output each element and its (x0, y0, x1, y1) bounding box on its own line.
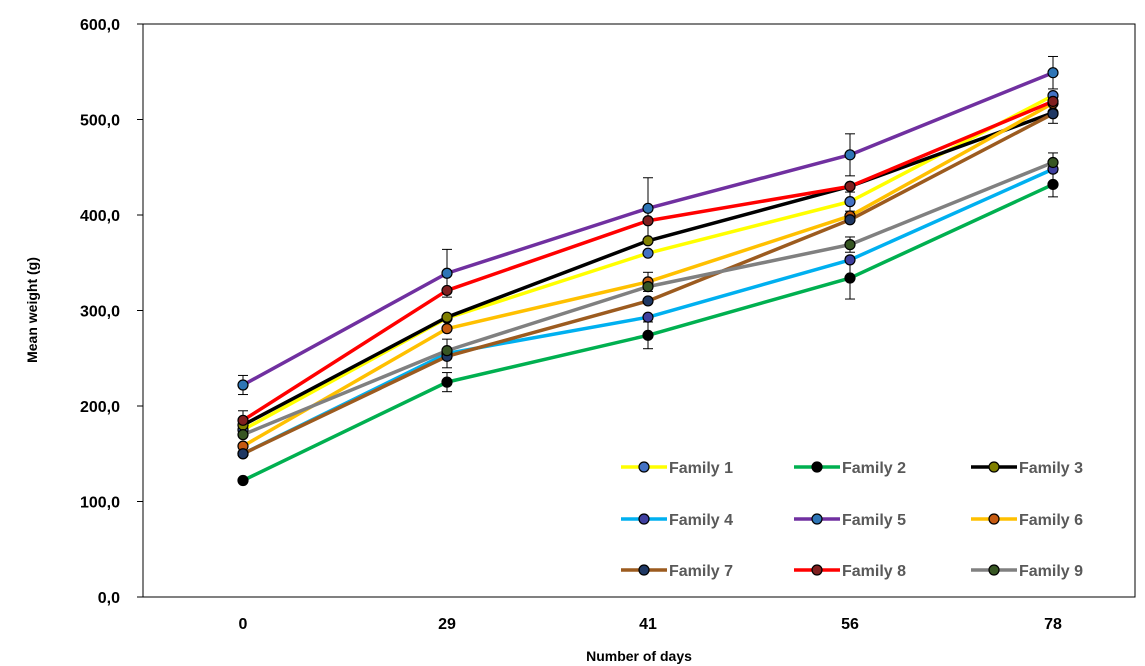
legend-label: Family 3 (1019, 460, 1083, 477)
legend: Family 1 Family 2 Family 3 Family 4 Family 5… (621, 460, 1083, 580)
data-point (441, 376, 453, 388)
data-point (441, 267, 453, 279)
x-tick-label: 41 (639, 616, 657, 633)
data-point (1047, 67, 1059, 79)
data-point (642, 311, 654, 323)
legend-label: Family 8 (842, 563, 906, 580)
legend-label: Family 1 (669, 460, 733, 477)
data-point (237, 474, 249, 487)
data-point (237, 429, 249, 441)
legend-label: Family 9 (1019, 563, 1083, 580)
legend-swatch-marker (638, 564, 650, 576)
data-point (237, 379, 249, 391)
y-axis-title: Mean weight (g) (24, 257, 40, 363)
series-line (242, 99, 1054, 422)
legend-swatch-marker (638, 513, 650, 525)
data-point (844, 239, 856, 251)
legend-swatch-marker (811, 513, 823, 525)
data-point (1047, 156, 1059, 169)
y-tick-label: 300,0 (80, 304, 120, 321)
data-point (237, 448, 249, 460)
data-point (441, 323, 453, 335)
legend-label: Family 2 (842, 460, 906, 477)
data-point (1047, 178, 1059, 191)
legend-swatch-marker (811, 461, 823, 473)
legend-label: Family 5 (842, 512, 906, 529)
y-tick-label: 400,0 (80, 208, 120, 225)
x-tick-label: 0 (239, 616, 248, 633)
data-point (844, 180, 856, 192)
legend-swatch-marker (988, 513, 1000, 525)
data-point (1047, 108, 1059, 120)
data-point (844, 214, 856, 226)
data-point (441, 284, 453, 297)
data-point (642, 295, 654, 307)
y-tick-label: 0,0 (98, 590, 120, 607)
data-point (642, 329, 654, 341)
data-point (441, 311, 453, 323)
data-point (642, 235, 654, 247)
y-tick-label: 500,0 (80, 113, 120, 130)
y-axis-ticks: 0,0 100,0 200,0 300,0 400,0 500,0 600,0 (80, 17, 143, 607)
data-point (642, 215, 654, 227)
legend-swatch-marker (988, 461, 1000, 473)
data-point (844, 196, 856, 208)
y-tick-label: 600,0 (80, 17, 120, 34)
data-point (441, 345, 453, 357)
data-point (642, 281, 654, 293)
legend-swatch-marker (811, 564, 823, 576)
data-point (844, 149, 856, 161)
x-axis-title: Number of days (586, 648, 692, 664)
x-tick-label: 29 (438, 616, 456, 633)
data-point (642, 247, 654, 259)
x-tick-label: 78 (1044, 616, 1062, 633)
x-tick-label: 56 (841, 616, 859, 633)
legend-swatch-marker (988, 564, 1000, 576)
plot-area-border (142, 23, 1136, 598)
legend-label: Family 4 (669, 512, 733, 529)
data-point (844, 254, 856, 266)
data-point (642, 202, 654, 214)
data-point (1047, 95, 1059, 107)
y-tick-label: 200,0 (80, 399, 120, 416)
legend-swatch-marker (638, 461, 650, 473)
legend-label: Family 6 (1019, 512, 1083, 529)
x-axis-ticks: 0 29 41 56 78 (239, 616, 1062, 633)
y-tick-label: 100,0 (80, 495, 120, 512)
series-line (242, 94, 1054, 432)
data-point (844, 272, 856, 284)
series-points (237, 67, 1059, 487)
data-point (237, 414, 249, 426)
legend-label: Family 7 (669, 563, 733, 580)
